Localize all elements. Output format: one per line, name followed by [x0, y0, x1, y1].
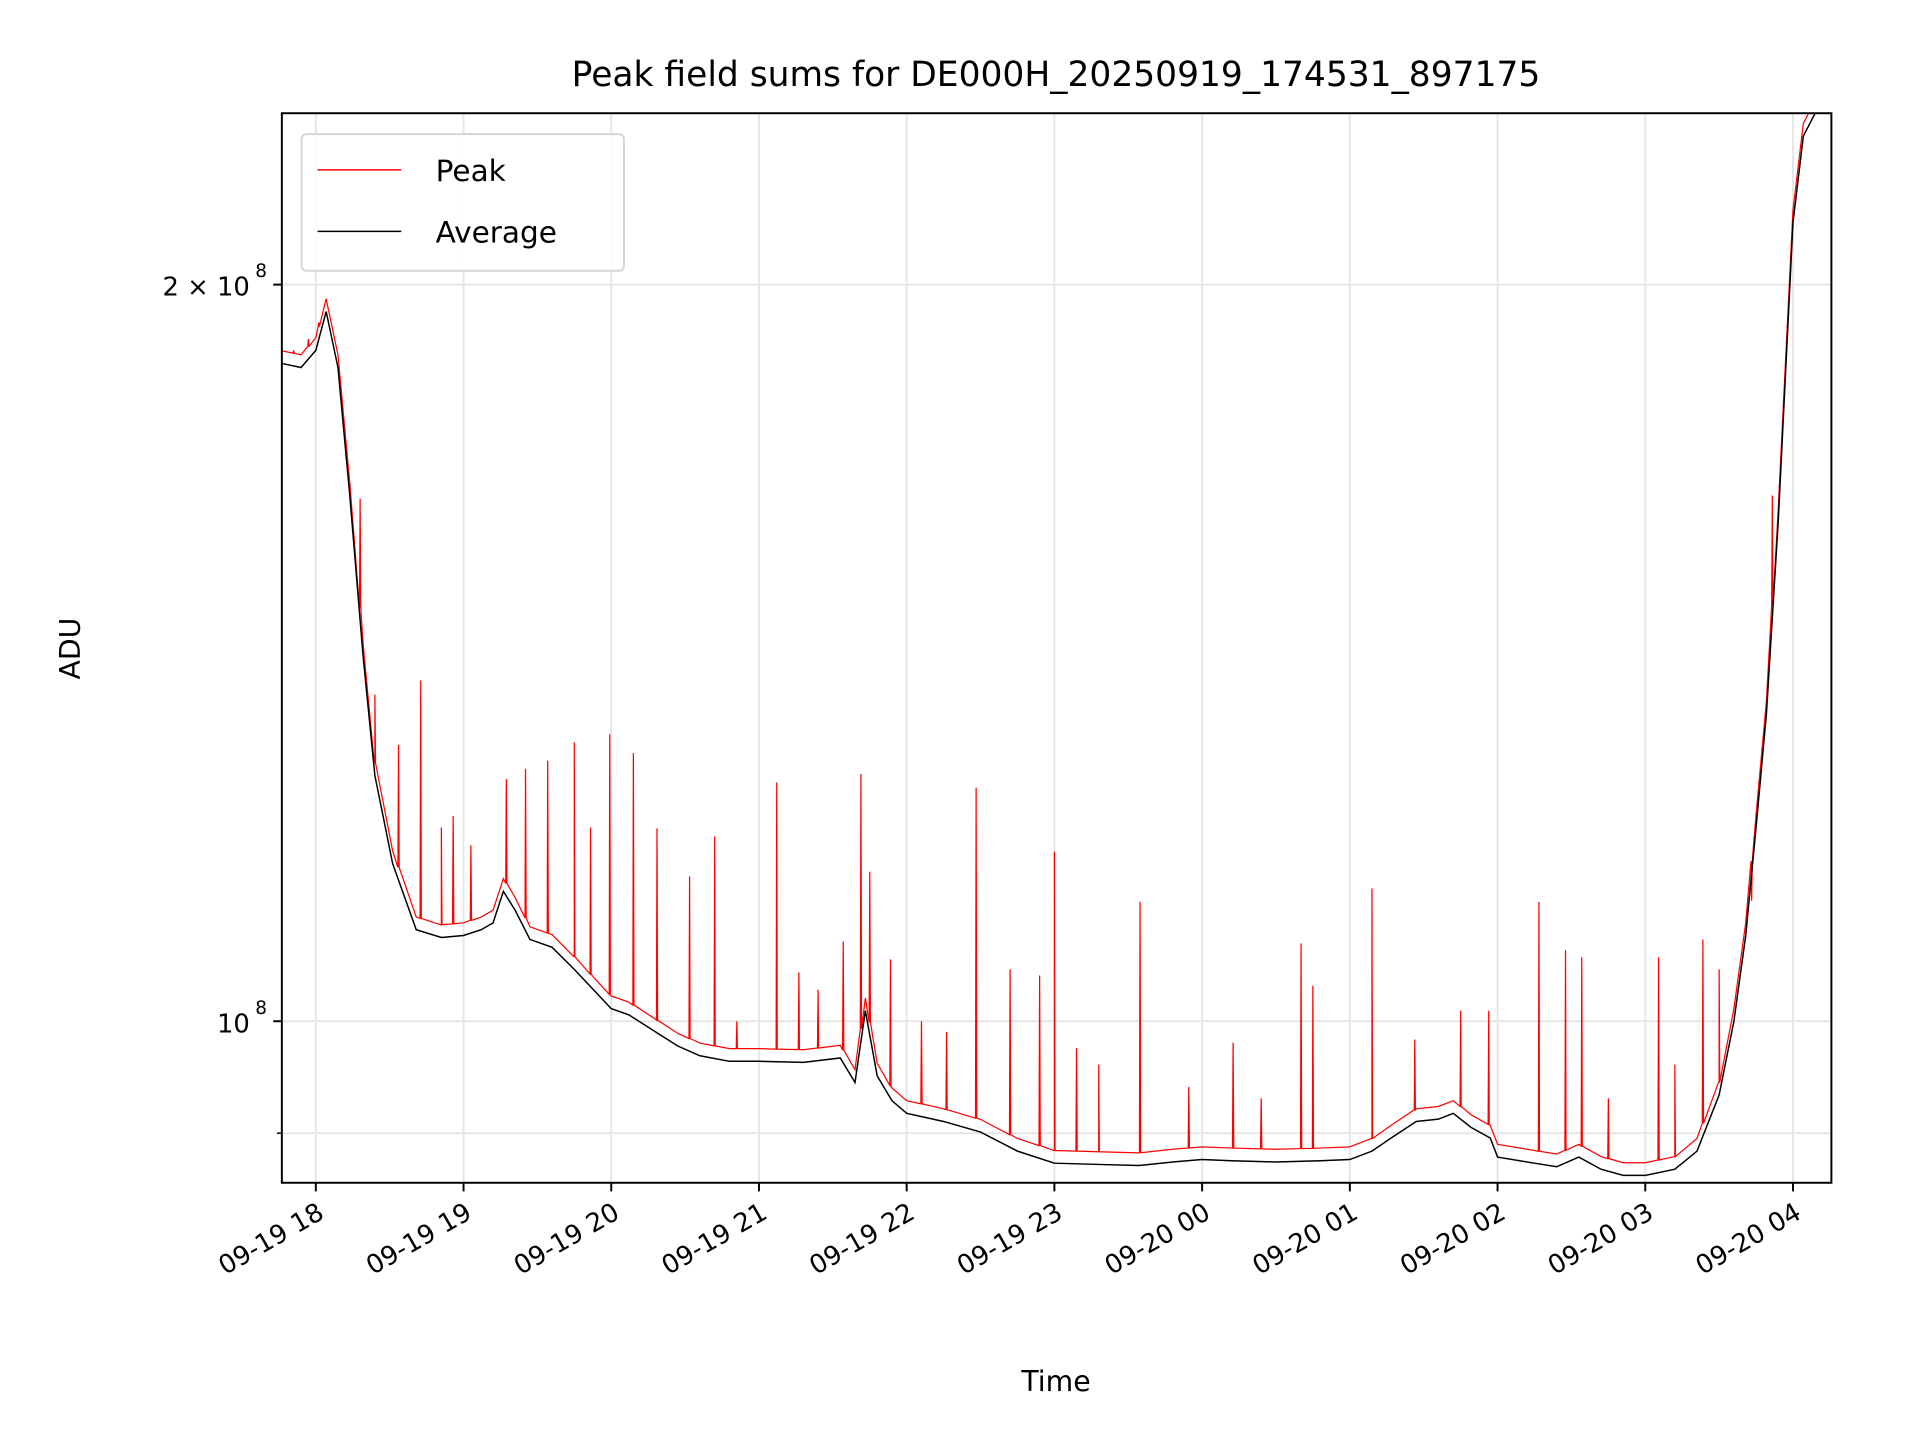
- x-axis-label: Time: [1020, 1365, 1090, 1398]
- x-tick-label: 09-20 00: [1100, 1197, 1216, 1281]
- average-series-line: [281, 113, 1832, 1177]
- legend-box: [300, 133, 625, 272]
- y-tick-exponent: 8: [255, 261, 267, 282]
- legend: Peak Average: [300, 133, 625, 272]
- x-tick-label: 09-20 03: [1543, 1197, 1659, 1281]
- grid: [281, 113, 1832, 1183]
- legend-peak-label: Peak: [436, 154, 506, 188]
- x-tick-label: 09-19 21: [657, 1197, 773, 1281]
- y-tick-exponent: 8: [255, 998, 267, 1019]
- y-tick-label: 10: [217, 1009, 250, 1039]
- axes-frame: [280, 112, 1833, 1184]
- peak-series-line: [281, 113, 1810, 1164]
- plot-area: [281, 113, 1832, 1177]
- y-tick-label: 2 × 10: [162, 273, 249, 303]
- x-tick-label: 09-20 02: [1395, 1197, 1511, 1281]
- x-tick-label: 09-19 23: [952, 1197, 1068, 1281]
- legend-average-label: Average: [436, 215, 557, 249]
- x-tick-label: 09-19 20: [509, 1197, 625, 1281]
- x-tick-label: 09-19 18: [214, 1197, 330, 1281]
- x-axis: 09-19 18 09-19 19 09-19 20 09-19 21 09-19 22…: [214, 1182, 1807, 1281]
- x-tick-label: 09-20 01: [1248, 1197, 1364, 1281]
- x-tick-label: 09-20 04: [1691, 1197, 1807, 1281]
- x-tick-label: 09-19 22: [804, 1197, 920, 1281]
- y-axis-label: ADU: [54, 618, 87, 680]
- x-tick-label: 09-19 19: [361, 1197, 477, 1281]
- chart-title: Peak field sums for DE000H_20250919_1745…: [572, 55, 1541, 95]
